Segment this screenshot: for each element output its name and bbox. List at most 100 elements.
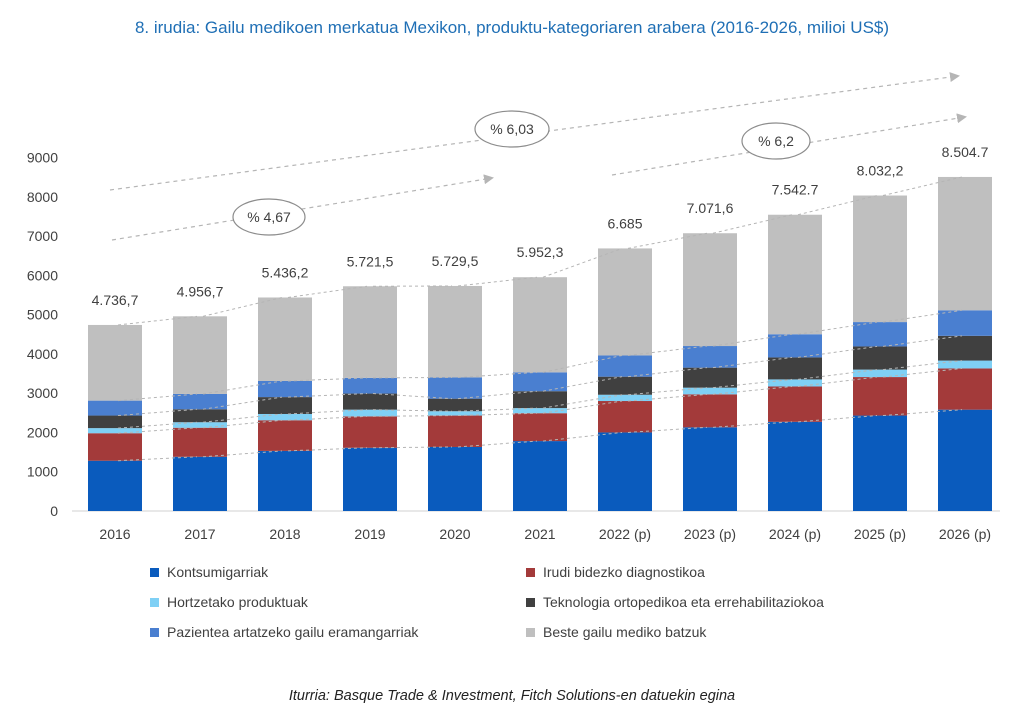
legend-item: Hortzetako produktuak	[150, 594, 308, 610]
connector-line	[202, 413, 283, 423]
connector-line	[712, 214, 793, 234]
connector-line	[712, 385, 793, 395]
connector-line	[542, 354, 623, 373]
connector-line	[202, 296, 283, 317]
legend-swatch	[150, 597, 159, 607]
connector-line	[882, 309, 963, 323]
bar-segment-3	[768, 379, 822, 387]
connector-line	[117, 408, 198, 417]
bar-segment-4	[513, 391, 567, 409]
bar-segment-1	[173, 456, 227, 511]
connector-line	[117, 427, 198, 434]
bar-segment-2	[513, 413, 567, 442]
connector-line	[202, 396, 283, 410]
bar-segment-1	[88, 460, 142, 511]
connector-line	[287, 285, 368, 298]
bar-segment-4	[173, 409, 227, 423]
bar-segment-4	[598, 376, 652, 395]
x-tick-label: 2026 (p)	[939, 526, 991, 542]
connector-line	[712, 378, 793, 389]
bar-segment-3	[343, 409, 397, 417]
total-data-label: 5.436,2	[262, 264, 309, 280]
bar-segment-5	[343, 377, 397, 394]
connector-line	[287, 415, 368, 421]
legend-swatch	[526, 627, 535, 637]
connector-line	[797, 195, 878, 216]
legend-item: Pazientea artatzeko gailu eramangarriak	[150, 624, 418, 640]
connector-line	[457, 371, 538, 378]
bar-segment-2	[428, 415, 482, 447]
x-tick-label: 2017	[184, 526, 215, 542]
legend-label: Beste gailu mediko batzuk	[543, 624, 707, 640]
bar-segment-6	[938, 176, 992, 311]
bar-segment-5	[258, 380, 312, 398]
connector-line	[797, 321, 878, 335]
growth-rate-label: % 6,03	[490, 121, 534, 137]
x-tick-label: 2021	[524, 526, 555, 542]
connector-line	[627, 387, 708, 396]
total-data-label: 5.952,3	[517, 244, 564, 260]
bar-segment-2	[683, 394, 737, 428]
bar-segment-4	[938, 335, 992, 361]
bar-segment-5	[598, 355, 652, 377]
connector-line	[712, 421, 793, 428]
legend-label: Hortzetako produktuak	[167, 594, 308, 610]
total-data-label: 8.032,2	[857, 163, 904, 179]
bar-segment-1	[938, 409, 992, 511]
figure-source: Iturria: Basque Trade & Investment, Fitc…	[288, 688, 736, 704]
connector-line	[797, 369, 878, 380]
connector-line	[712, 333, 793, 347]
growth-rate-callout	[474, 110, 550, 148]
bar-segment-2	[173, 427, 227, 457]
bar-segment-4	[683, 367, 737, 388]
total-data-label: 7.071,6	[687, 200, 734, 216]
bar-segment-1	[258, 450, 312, 511]
connector-line	[202, 450, 283, 458]
legend-item: Kontsumigarriak	[150, 564, 268, 580]
bar-segment-3	[173, 422, 227, 428]
bar-segment-5	[853, 322, 907, 347]
bar-segment-3	[938, 360, 992, 369]
x-tick-label: 2018	[269, 526, 300, 542]
total-data-label: 5.729,5	[432, 253, 479, 269]
connector-line	[542, 431, 623, 442]
legend-item: Irudi bidezko diagnostikoa	[526, 564, 705, 580]
bar-segment-3	[683, 387, 737, 395]
bar-segment-1	[768, 421, 822, 511]
bar-segment-1	[598, 432, 652, 511]
legend-item: Beste gailu mediko batzuk	[526, 624, 706, 640]
bar-segment-6	[683, 233, 737, 347]
connector-line	[542, 400, 623, 414]
legend-swatch	[150, 627, 159, 637]
bar-segment-3	[258, 413, 312, 421]
connector-line	[372, 393, 453, 400]
x-tick-label: 2016	[99, 526, 130, 542]
connector-line	[202, 380, 283, 395]
connector-line	[627, 345, 708, 356]
connector-line	[882, 176, 963, 196]
bar-segment-5	[428, 377, 482, 399]
bar-segment-4	[88, 415, 142, 429]
bar-segment-3	[598, 394, 652, 402]
connector-line	[882, 367, 963, 378]
y-tick-label: 4000	[27, 346, 58, 362]
total-data-label: 8.504.7	[942, 144, 989, 160]
y-tick-label: 7000	[27, 228, 58, 244]
connector-line	[627, 232, 708, 249]
y-tick-label: 1000	[27, 464, 58, 480]
bar-segment-5	[768, 334, 822, 358]
legend-swatch	[150, 567, 159, 577]
x-tick-label: 2019	[354, 526, 385, 542]
connector-line	[542, 376, 623, 392]
total-data-label: 4.956,7	[177, 283, 224, 299]
total-data-label: 6.685	[607, 215, 642, 231]
bar-segment-6	[428, 285, 482, 378]
total-data-label: 4.736,7	[92, 292, 139, 308]
connector-line	[797, 415, 878, 423]
connector-line	[372, 446, 453, 449]
bar-segment-2	[343, 416, 397, 448]
growth-rate-label: % 4,67	[247, 209, 291, 225]
x-tick-label: 2020	[439, 526, 470, 542]
figure-title: 8. irudia: Gailu medikoen merkatua Mexik…	[134, 18, 890, 37]
connector-line	[372, 415, 453, 417]
